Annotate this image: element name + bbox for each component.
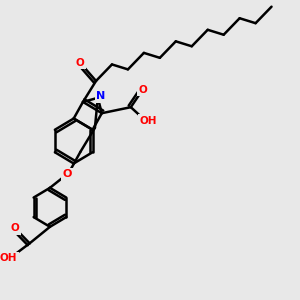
Text: O: O — [138, 85, 147, 95]
Text: N: N — [96, 91, 105, 101]
Text: OH: OH — [0, 253, 17, 263]
Text: OH: OH — [140, 116, 157, 126]
Text: O: O — [63, 169, 72, 179]
Text: O: O — [11, 223, 20, 233]
Text: O: O — [76, 58, 84, 68]
